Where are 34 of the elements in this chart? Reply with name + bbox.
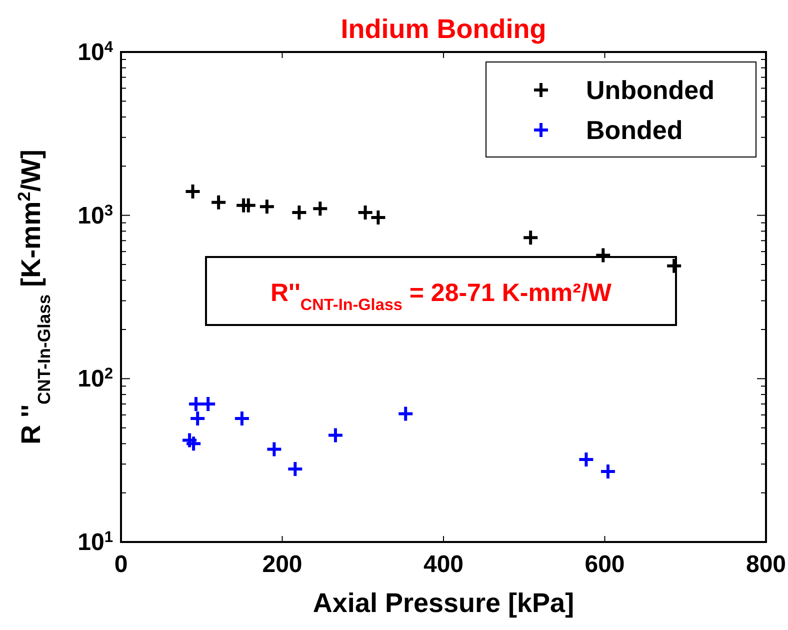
point (594, 246, 612, 264)
point (578, 450, 595, 468)
x-tick-label: 0 (114, 551, 128, 578)
x-axis-title: Axial Pressure [kPa] (312, 588, 574, 618)
y-tick-label: 10$^{3}$ (78, 202, 114, 230)
point (184, 182, 202, 200)
annotation: R''$_{CNT-In-Glass}$ = 28-71 K-mm²/W (270, 279, 612, 314)
point (233, 410, 250, 428)
point (397, 405, 414, 422)
point (181, 432, 198, 449)
point (286, 460, 304, 478)
point (185, 435, 202, 452)
point (356, 204, 374, 222)
x-tick-label: 600 (584, 551, 625, 578)
point (522, 229, 540, 246)
point (370, 208, 387, 226)
x-tick-label: 400 (423, 551, 464, 578)
point (326, 426, 344, 444)
point (189, 410, 206, 428)
x-tick-label: 800 (746, 551, 786, 578)
y-tick-label: 10$^{2}$ (78, 365, 114, 393)
y-tick-label: 10$^{4}$ (78, 38, 114, 66)
point (258, 198, 276, 216)
point (210, 194, 228, 211)
point (312, 200, 329, 218)
legend-label: Bonded (586, 115, 683, 145)
point (290, 204, 308, 222)
chart-title: Indium Bonding (340, 14, 546, 44)
point (266, 440, 283, 458)
point (666, 257, 683, 274)
x-tick-label: 200 (262, 551, 302, 578)
legend-label: Unbonded (586, 75, 715, 105)
y-tick-label: 10$^{1}$ (78, 528, 114, 556)
point (599, 463, 616, 480)
